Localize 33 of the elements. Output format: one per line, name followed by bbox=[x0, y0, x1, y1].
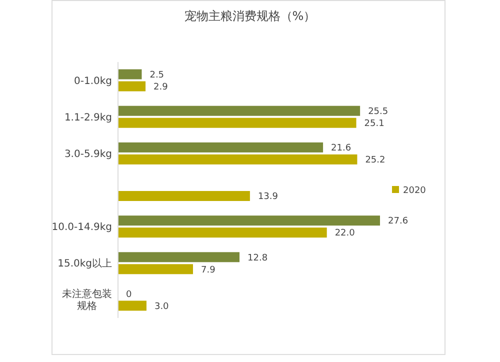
bar bbox=[118, 118, 356, 128]
data-label: 12.8 bbox=[248, 253, 268, 264]
bar bbox=[118, 216, 380, 226]
chart-title: 宠物主粮消费规格（%） bbox=[184, 9, 316, 23]
data-label: 27.6 bbox=[388, 216, 408, 227]
data-label: 25.1 bbox=[364, 119, 384, 130]
bar bbox=[118, 300, 146, 311]
y-tick-label: 1.1-2.9kg bbox=[64, 112, 112, 124]
data-label: 0 bbox=[126, 290, 132, 300]
bar bbox=[118, 81, 146, 92]
y-tick-label: 3.0-5.9kg bbox=[64, 148, 112, 160]
bar bbox=[118, 252, 240, 262]
data-label: 2.5 bbox=[150, 70, 164, 80]
data-label: 2.9 bbox=[154, 82, 168, 92]
bar bbox=[118, 228, 327, 238]
bar bbox=[118, 106, 360, 116]
data-label: 25.2 bbox=[365, 156, 386, 166]
data-label: 13.9 bbox=[258, 192, 278, 202]
bar bbox=[118, 191, 250, 201]
bar bbox=[118, 69, 142, 80]
data-label: 22.0 bbox=[334, 228, 356, 239]
legend-label: 2020 bbox=[403, 186, 426, 196]
bar bbox=[118, 264, 193, 274]
y-tick-label: 0-1.0kg bbox=[74, 76, 112, 87]
data-label: 7.9 bbox=[200, 265, 216, 276]
y-tick-label: 15.0kg以上 bbox=[58, 258, 112, 270]
bar bbox=[118, 142, 324, 152]
bar bbox=[118, 154, 358, 164]
y-tick-label: 未注意包装规格 bbox=[62, 288, 112, 312]
data-label: 3.0 bbox=[154, 302, 170, 312]
y-tick-label: 10.0-14.9kg bbox=[52, 222, 112, 234]
data-label: 25.5 bbox=[368, 107, 388, 118]
data-label: 21.6 bbox=[331, 144, 352, 154]
